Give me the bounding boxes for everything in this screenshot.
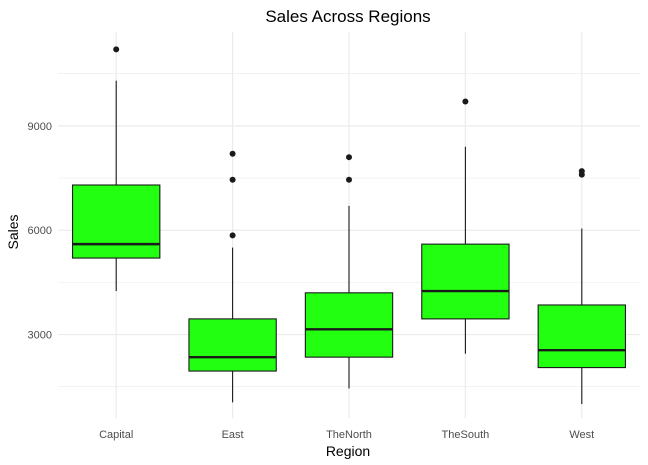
outlier-point [346,176,352,183]
box-capital [72,46,161,292]
x-axis-title: Region [326,443,370,459]
iqr-box [421,243,510,320]
x-tick-label: East [222,429,244,441]
box-thesouth [421,98,510,354]
outlier-point [229,232,236,239]
x-tick-label: Capital [99,429,133,441]
chart-title: Sales Across Regions [265,7,430,26]
x-tick-label: TheNorth [326,429,372,441]
box-east [188,150,277,403]
outlier-point [578,168,585,175]
outlier-point [113,46,120,53]
iqr-box [304,292,394,358]
iqr-box [537,304,627,369]
box-series [72,46,627,405]
x-tick-label: West [569,429,594,441]
iqr-box [72,184,161,259]
outlier-point [229,150,236,157]
outlier-point [462,98,469,105]
iqr-box [188,318,277,372]
y-tick-label: 9000 [28,121,52,133]
x-axis-ticks: Capital East TheNorth TheSouth West [99,429,594,441]
y-tick-label: 3000 [28,330,52,342]
y-tick-label: 6000 [28,225,52,237]
y-axis-title: Sales [5,214,21,249]
outlier-point [229,176,236,183]
box-west [537,168,627,405]
outlier-point [346,154,352,161]
box-thenorth [304,154,394,389]
y-axis-ticks: 3000 6000 9000 [28,121,52,342]
x-tick-label: TheSouth [442,429,490,441]
